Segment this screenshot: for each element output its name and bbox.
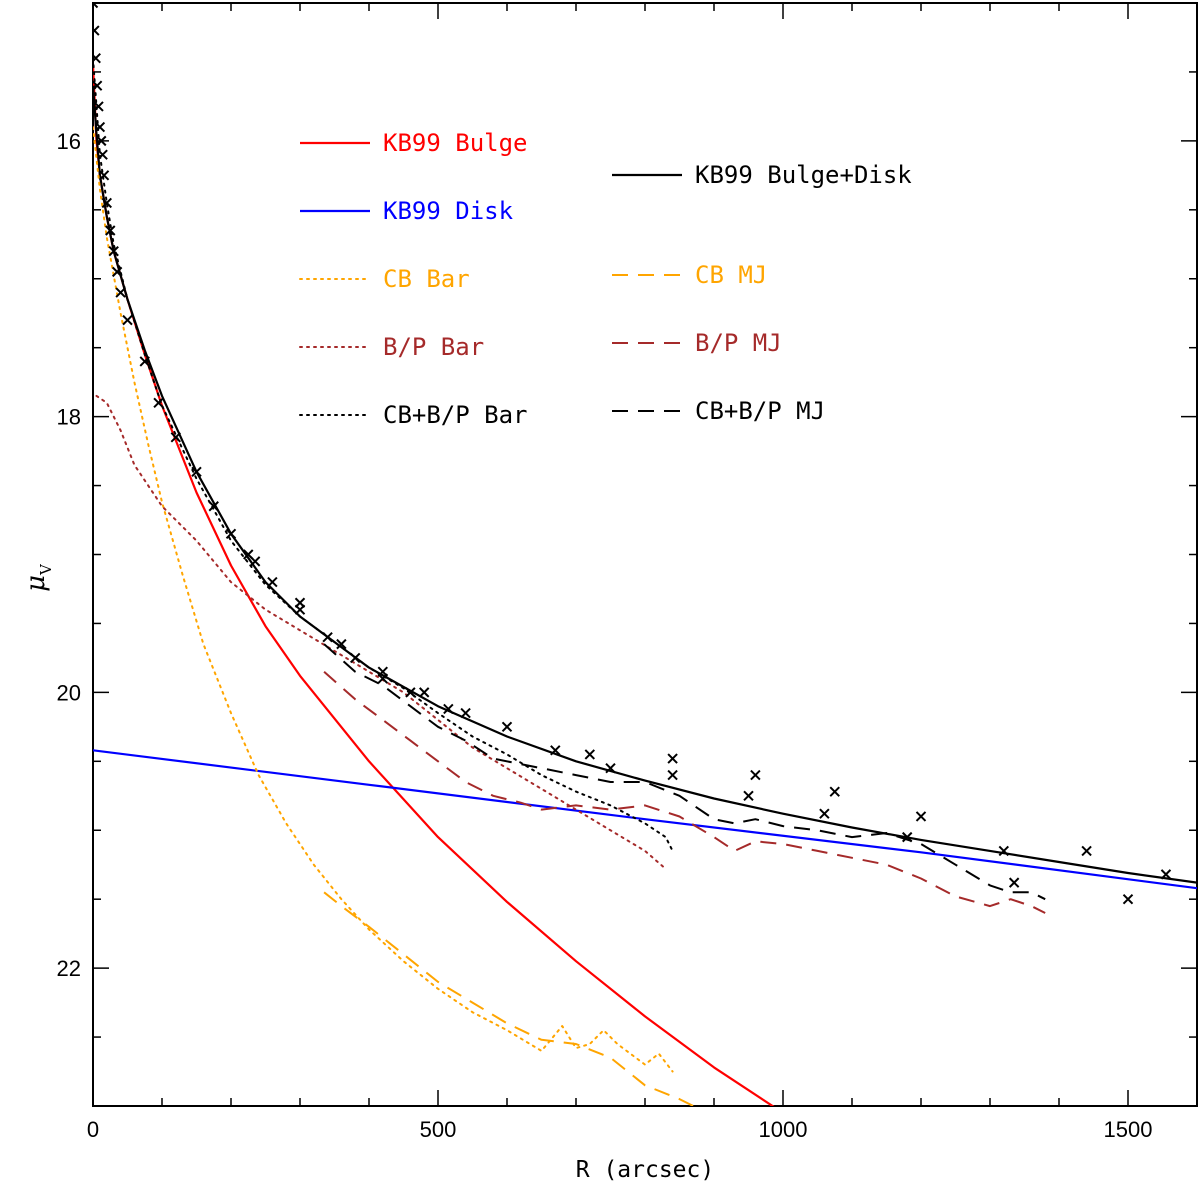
data-point-marker: [901, 831, 913, 843]
series-cb-b-p-mj: [323, 643, 1046, 901]
data-point-marker: [1008, 877, 1020, 888]
data-point-marker: [105, 225, 116, 236]
series-kb99-bulge-disk: [93, 85, 1197, 884]
legend-label-kb99-disk: KB99 Disk: [383, 197, 514, 225]
legend-label-cb-b-p-bar: CB+B/P Bar: [383, 401, 528, 429]
y-tick-label: 18: [57, 405, 81, 430]
data-point-marker: [418, 687, 430, 698]
data-point-marker: [139, 356, 150, 367]
legend-label-cb-b-p-mj: CB+B/P MJ: [695, 397, 825, 425]
data-point-marker: [225, 528, 237, 540]
data-point-marker: [101, 197, 113, 209]
series-cb-mj: [323, 891, 694, 1106]
x-tick-label: 500: [420, 1117, 457, 1142]
data-point-marker: [111, 266, 123, 278]
axis-ticks: [93, 3, 1197, 1106]
data-point-marker: [336, 638, 347, 650]
series-b-p-bar: [95, 394, 667, 870]
data-point-marker: [108, 245, 119, 257]
data-point-marker: [605, 762, 616, 774]
y-tick-label: 20: [57, 680, 81, 705]
data-point-marker: [115, 287, 126, 298]
data-point-marker: [550, 745, 561, 756]
data-point-marker: [501, 721, 513, 733]
data-point-marker: [998, 845, 1010, 857]
y-axis-label-mu: μ: [21, 575, 51, 592]
data-point-marker: [267, 576, 278, 588]
data-point-marker: [122, 314, 133, 326]
series-kb99-disk: [93, 749, 1197, 890]
data-point-marker: [1160, 869, 1172, 880]
data-point-marker: [96, 135, 107, 147]
data-point-marker: [584, 749, 596, 760]
series-cb-bar: [93, 126, 674, 1073]
data-point-marker: [170, 432, 182, 443]
data-point-marker: [97, 149, 108, 160]
data-point-marker: [819, 808, 830, 819]
data-point-marker: [460, 707, 471, 719]
series-layer: [93, 57, 1197, 1106]
data-point-marker: [667, 753, 678, 764]
data-point-marker: [93, 52, 101, 64]
series-b-p-mj: [323, 670, 1046, 914]
data-point-marker: [93, 80, 103, 91]
legend-label-cb-bar: CB Bar: [383, 265, 470, 293]
data-point-marker: [153, 397, 164, 409]
data-point-marker: [1081, 845, 1092, 857]
data-point-marker: [93, 25, 100, 36]
svg-text:μV: μV: [21, 563, 55, 592]
data-point-marker: [750, 769, 761, 781]
data-point-marker: [405, 687, 416, 698]
x-tick-label: 1000: [759, 1117, 808, 1142]
legend-label-b-p-mj: B/P MJ: [695, 329, 782, 357]
series-cb-b-p-bar: [93, 57, 674, 852]
legend-label-kb99-bulge: KB99 Bulge: [383, 129, 528, 157]
y-tick-label: 22: [57, 956, 81, 981]
data-point-marker: [443, 703, 454, 715]
y-axis-label: μV: [21, 563, 55, 592]
x-tick-label: 1500: [1104, 1117, 1153, 1142]
data-point-marker: [191, 466, 202, 477]
data-point-marker: [249, 556, 261, 567]
legend-label-kb99-bulge-disk: KB99 Bulge+Disk: [695, 161, 912, 189]
tick-labels: 0 500 1000 1500 16 18 20 22: [57, 129, 1153, 1142]
data-point-marker: [322, 632, 333, 643]
data-point-marker: [93, 3, 99, 9]
data-point-marker: [667, 769, 678, 781]
x-axis-label: R (arcsec): [576, 1157, 714, 1183]
data-point-marker: [294, 604, 306, 615]
x-tick-label: 0: [87, 1117, 99, 1142]
legend-label-b-p-bar: B/P Bar: [383, 333, 484, 361]
scatter-layer: [93, 3, 1172, 905]
data-point-marker: [208, 501, 219, 512]
y-axis-label-sub: V: [37, 563, 55, 576]
data-point-marker: [915, 811, 927, 822]
data-point-marker: [743, 790, 754, 801]
plot-frame: [92, 2, 1198, 1107]
y-tick-label: 16: [57, 129, 81, 154]
legend: KB99 Bulge KB99 Disk CB Bar B/P Bar CB+B/P B…: [299, 129, 912, 429]
data-point-marker: [829, 786, 840, 797]
legend-label-cb-mj: CB MJ: [695, 261, 767, 289]
data-point-marker: [98, 170, 110, 181]
data-point-marker: [93, 101, 104, 112]
data-point-marker: [94, 121, 106, 133]
data-point-marker: [349, 652, 361, 664]
data-point-marker: [1122, 893, 1134, 905]
data-point-marker: [377, 673, 389, 684]
